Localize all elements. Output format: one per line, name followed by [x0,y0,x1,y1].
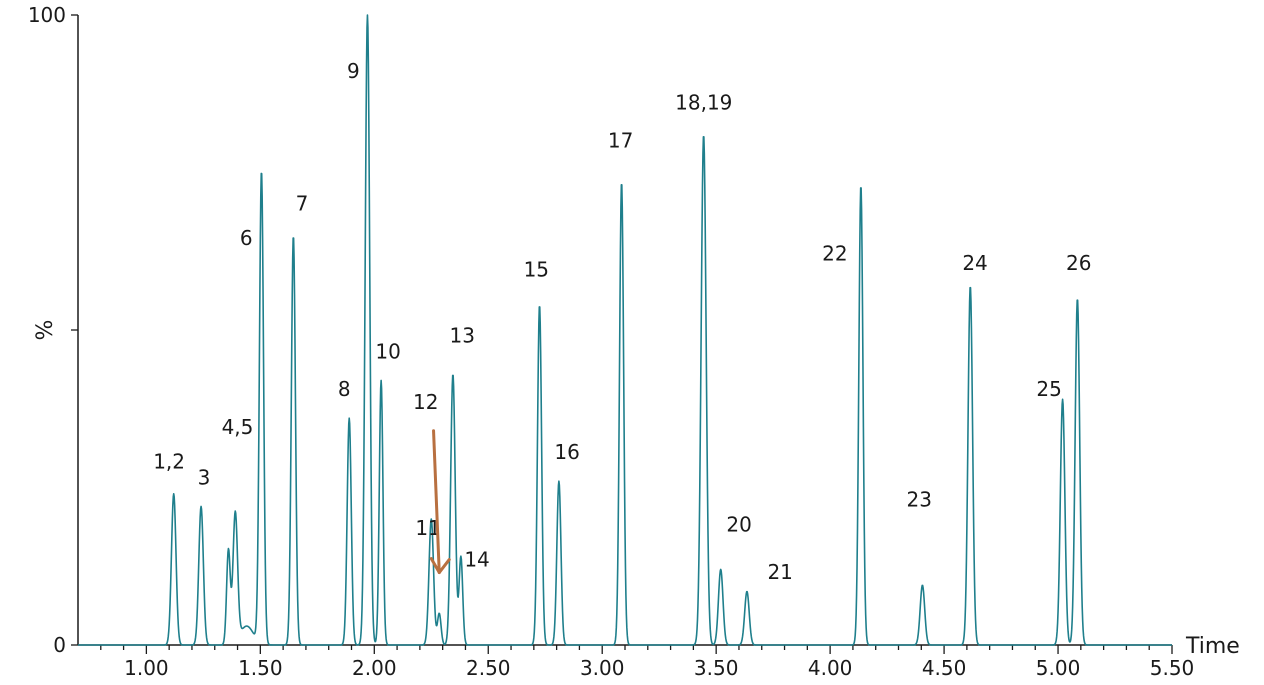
peak-label-26: 26 [1066,251,1091,275]
y-tick-label-100: 100 [28,3,66,27]
x-tick-label-1.50: 1.50 [238,656,283,680]
peak-label-1-2: 1,2 [153,450,185,474]
arrow-shaft [432,429,441,575]
x-tick-label-4.00: 4.00 [808,656,853,680]
peak-label-25: 25 [1036,377,1061,401]
peak-label-18-19: 18,19 [675,91,732,115]
x-tick-label-3.00: 3.00 [580,656,625,680]
peak-label-20: 20 [726,513,751,537]
peak-label-17: 17 [608,128,633,152]
x-tick-label-3.50: 3.50 [694,656,739,680]
peak-label-23: 23 [906,487,931,511]
peak-12-arrow [429,429,451,575]
peak-label-3: 3 [198,465,211,489]
x-tick-label-4.50: 4.50 [922,656,967,680]
peak-label-6: 6 [240,226,253,250]
x-tick-label-2.00: 2.00 [352,656,397,680]
y-tick-label-0: 0 [53,633,66,657]
x-tick-label-5.50: 5.50 [1150,656,1195,680]
x-tick-label-5.00: 5.00 [1036,656,1081,680]
x-ticks [100,645,1173,654]
chromatogram-trace [77,14,1173,646]
peak-label-9: 9 [347,59,360,83]
x-tick-labels: 1.00 1.50 2.00 2.50 3.00 3.50 4.00 4.50 … [124,656,1194,680]
peak-label-13: 13 [450,324,475,348]
peak-label-12: 12 [413,390,438,414]
axes [71,14,1173,654]
peak-label-15: 15 [524,257,549,281]
peak-label-4-5: 4,5 [222,415,254,439]
arrow-head [429,557,451,575]
y-axis-title: % [33,320,58,341]
peak-label-7: 7 [296,191,309,215]
x-tick-label-1.00: 1.00 [124,656,169,680]
peak-label-22: 22 [822,242,847,266]
peak-label-8: 8 [338,377,351,401]
peak-labels: 1,2 3 4,5 6 7 8 9 10 11 12 13 14 15 16 1… [153,59,1091,584]
x-tick-label-2.50: 2.50 [466,656,511,680]
peak-label-24: 24 [962,251,987,275]
peak-label-14: 14 [464,547,489,571]
peak-label-21: 21 [767,560,792,584]
peak-label-10: 10 [375,339,400,363]
x-axis-title: Time [1185,634,1240,659]
y-ticks [71,14,78,646]
peak-label-16: 16 [554,440,579,464]
